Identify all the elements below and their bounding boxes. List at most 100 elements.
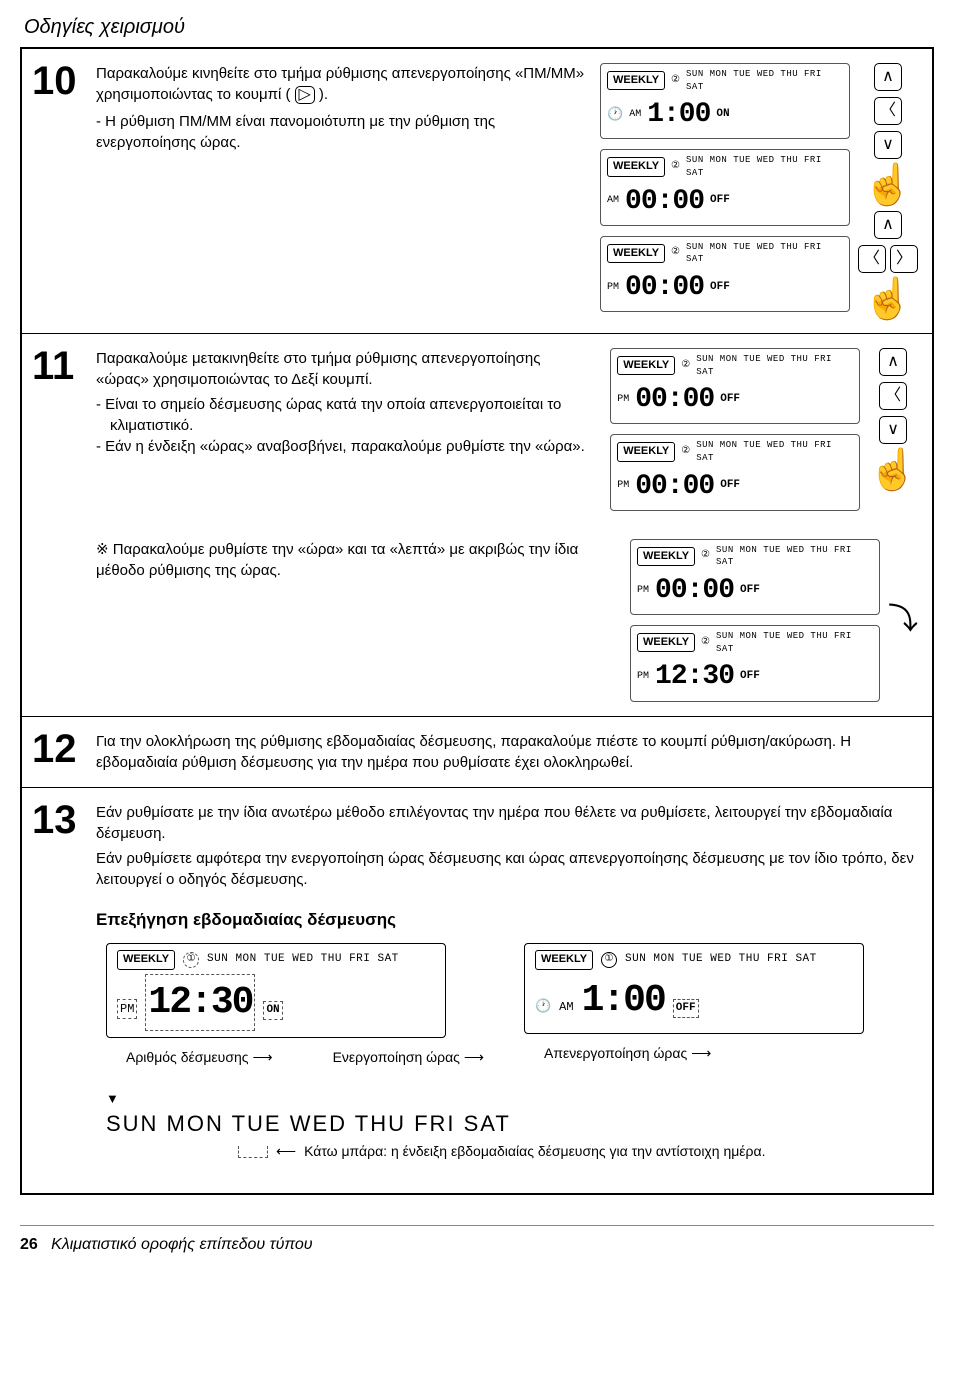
reservation-num: ② — [701, 636, 710, 650]
step11-bullet-1: - Είναι το σημείο δέσμευσης ώρας κατά τη… — [96, 394, 596, 436]
clock-icon — [607, 104, 623, 125]
example-lcd-on: WEEKLY ① SUN MON TUE WED THU FRI SAT PM … — [106, 943, 446, 1038]
day-strip: SUN MON TUE WED THU FRI SAT — [696, 353, 853, 378]
off-indicator: OFF — [710, 193, 730, 208]
step-10: 10 Παρακαλούμε κινηθείτε στο τμήμα ρύθμι… — [22, 49, 932, 334]
label-activation-time: Ενεργοποίηση ώρας⟶ — [333, 1048, 484, 1068]
underbar-note-text: Κάτω μπάρα: η ένδειξη εβδομαδιαίας δέσμε… — [304, 1142, 765, 1162]
ampm: PM — [617, 479, 629, 493]
step10-text-1b: ). — [319, 86, 328, 103]
reservation-num: ② — [671, 74, 680, 88]
step10-text-1: Παρακαλούμε κινηθείτε στο τμήμα ρύθμισης… — [96, 65, 584, 103]
ampm: AM — [629, 108, 641, 122]
step-11: 11 Παρακαλούμε μετακινηθείτε στο τμήμα ρ… — [22, 334, 932, 717]
lcd-panel: WEEKLY ② SUN MON TUE WED THU FRI SAT PM … — [600, 236, 850, 312]
ampm: PM — [637, 670, 649, 684]
label-reservation-number: Αριθμός δέσμευσης⟶ — [126, 1048, 273, 1068]
up-button-icon: ∧ — [879, 348, 907, 376]
ampm: PM — [637, 584, 649, 598]
page-footer: 26 Κλιματιστικό οροφής επίπεδου τύπου — [20, 1225, 934, 1274]
day-strip: SUN MON TUE WED THU FRI SAT — [686, 68, 843, 93]
off-indicator: OFF — [740, 669, 760, 684]
step11-sub-text: ※ Παρακαλούμε ρυθμίστε την «ώρα» και τα … — [96, 539, 616, 702]
ampm: PM — [617, 393, 629, 407]
day-strip: SUN MON TUE WED THU FRI SAT — [686, 154, 843, 179]
footer-title: Κλιματιστικό οροφής επίπεδου τύπου — [51, 1236, 312, 1253]
example-lcd-off: WEEKLY ① SUN MON TUE WED THU FRI SAT AM … — [524, 943, 864, 1034]
off-indicator: OFF — [720, 392, 740, 407]
weekly-badge: WEEKLY — [607, 244, 665, 263]
weekly-badge: WEEKLY — [617, 442, 675, 461]
time-display: 1:00 — [647, 95, 710, 134]
weekly-badge: WEEKLY — [607, 71, 665, 90]
page-number: 26 — [20, 1236, 38, 1253]
day-strip: SUN MON TUE WED THU FRI SAT — [625, 952, 817, 967]
step11-bullet-2: - Εάν η ένδειξη «ώρας» αναβοσβήνει, παρα… — [96, 436, 596, 457]
hand-pointer-icon: ☝ — [863, 279, 913, 319]
step-12: 12 Για την ολοκλήρωση της ρύθμισης εβδομ… — [22, 717, 932, 788]
time-display: 12:30 — [145, 974, 255, 1031]
step-number: 12 — [22, 717, 96, 787]
weekly-badge: WEEKLY — [535, 950, 593, 969]
off-indicator: OFF — [720, 478, 740, 493]
weekly-badge: WEEKLY — [117, 950, 175, 969]
up-button-icon: ∧ — [874, 63, 902, 91]
step-13: 13 Εάν ρυθμίσατε με την ίδια ανωτέρω μέθ… — [22, 788, 932, 1194]
on-indicator: ON — [263, 1001, 282, 1020]
step13-text-2: Εάν ρυθμίσετε αμφότερα την ενεργοποίηση … — [96, 848, 918, 890]
day-strip: SUN MON TUE WED THU FRI SAT — [696, 439, 853, 464]
ampm: PM — [117, 999, 137, 1020]
right-button-inline-icon: ▷ — [295, 86, 315, 104]
reservation-circle: ① — [601, 952, 617, 968]
time-display: 12:30 — [655, 657, 734, 696]
down-button-icon: ∨ — [879, 416, 907, 444]
time-display: 00:00 — [625, 268, 704, 307]
ampm: AM — [559, 999, 573, 1016]
content-frame: 10 Παρακαλούμε κινηθείτε στο τμήμα ρύθμι… — [20, 47, 934, 1195]
weekly-badge: WEEKLY — [617, 356, 675, 375]
left-arrow-icon: ⟵ — [276, 1142, 296, 1162]
reservation-num: ② — [671, 160, 680, 174]
reservation-num: ② — [681, 359, 690, 373]
page-header: Οδηγίες χειρισμού — [0, 0, 954, 47]
day-strip: SUN MON TUE WED THU FRI SAT — [716, 544, 873, 569]
ampm: AM — [607, 194, 619, 208]
time-display: 00:00 — [635, 467, 714, 506]
day-strip-large: SUN MON TUE WED THU FRI SAT — [106, 1111, 511, 1136]
left-button-icon: 〈 — [879, 382, 907, 410]
time-display: 00:00 — [625, 182, 704, 221]
ampm: PM — [607, 281, 619, 295]
step10-text-2: - Η ρύθμιση ΠΜ/ΜΜ είναι πανομοιότυπη με … — [96, 111, 586, 153]
reservation-num: ② — [701, 549, 710, 563]
day-strip: SUN MON TUE WED THU FRI SAT — [207, 952, 399, 967]
on-indicator: ON — [716, 107, 729, 122]
down-button-icon: ∨ — [874, 131, 902, 159]
underbar-icon — [238, 1146, 268, 1158]
left-button-icon: 〈 — [874, 97, 902, 125]
section-title: Επεξήγηση εβδομαδιαίας δέσμευσης — [96, 908, 918, 932]
reservation-num: ② — [681, 445, 690, 459]
lcd-panel: WEEKLY ② SUN MON TUE WED THU FRI SAT AM … — [600, 63, 850, 139]
lcd-panel: WEEKLY ② SUN MON TUE WED THU FRI SAT PM … — [610, 348, 860, 424]
hand-pointer-icon: ☝ — [863, 165, 913, 205]
lcd-panel: WEEKLY ② SUN MON TUE WED THU FRI SAT PM … — [630, 539, 880, 615]
step-number: 13 — [22, 788, 96, 1194]
left-button-icon: 〈 — [858, 245, 886, 273]
off-indicator: OFF — [673, 999, 699, 1018]
step13-text-1: Εάν ρυθμίσατε με την ίδια ανωτέρω μέθοδο… — [96, 802, 918, 844]
time-display: 00:00 — [655, 571, 734, 610]
lcd-panel: WEEKLY ② SUN MON TUE WED THU FRI SAT PM … — [630, 625, 880, 701]
triangle-down-icon — [106, 1090, 119, 1106]
step-number: 10 — [22, 49, 96, 333]
lcd-panel: WEEKLY ② SUN MON TUE WED THU FRI SAT AM … — [600, 149, 850, 225]
time-display: 00:00 — [635, 380, 714, 419]
reservation-circle: ① — [183, 952, 199, 968]
hand-pointer-icon: ☝ — [868, 450, 918, 490]
weekly-badge: WEEKLY — [607, 157, 665, 176]
day-strip: SUN MON TUE WED THU FRI SAT — [716, 630, 873, 655]
step-number: 11 — [22, 334, 96, 716]
up-button-icon: ∧ — [874, 211, 902, 239]
label-deactivation-time: Απενεργοποίηση ώρας⟶ — [544, 1044, 711, 1064]
right-button-icon: 〉 — [890, 245, 918, 273]
down-arrow-icon: ⤵ — [888, 599, 918, 641]
